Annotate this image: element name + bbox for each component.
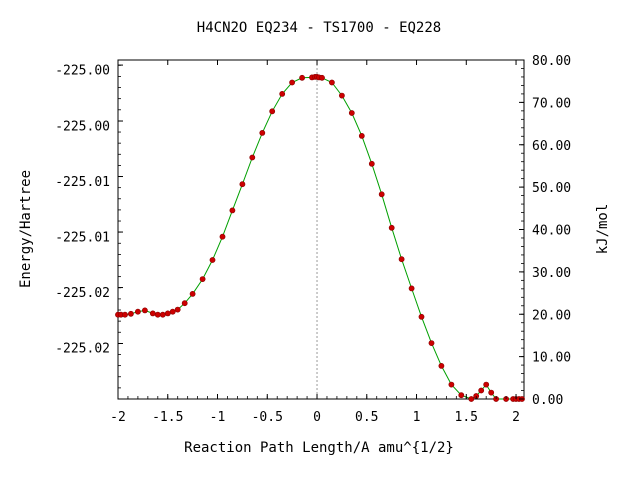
data-point (398, 256, 405, 263)
right-axis-ticks: 0.00 10.00 20.00 30.00 40.00 50.00 60.00 70.00 8… (519, 54, 571, 408)
data-point (338, 92, 345, 99)
right-tick-label: 40.00 (532, 224, 571, 239)
energy-profile (115, 74, 525, 402)
data-point (259, 129, 266, 136)
plot-frame (117, 59, 525, 400)
data-point (438, 362, 445, 369)
data-point (483, 381, 490, 388)
x-tick-label: 0 (313, 410, 321, 425)
data-point (358, 132, 365, 139)
left-axis-ticks: -225.02 -225.02 -225.01 -225.01 -225.00 -225.… (55, 64, 123, 400)
left-tick-label: -225.01 (55, 175, 110, 190)
x-tick-label: 2 (512, 410, 520, 425)
data-point (328, 79, 335, 86)
x-tick-label: -0.5 (252, 410, 283, 425)
data-point (478, 387, 485, 394)
left-axis-title: Energy/Hartree (18, 170, 34, 288)
data-point (174, 306, 181, 313)
data-point (199, 276, 206, 282)
right-tick-label: 10.00 (532, 351, 571, 366)
data-point (249, 154, 256, 161)
left-tick-label: -225.01 (55, 230, 110, 245)
right-tick-label: 50.00 (532, 181, 571, 196)
left-tick-label: -225.00 (55, 64, 110, 79)
data-point (154, 311, 161, 318)
x-tick-label: 1.5 (455, 410, 478, 425)
left-tick-label: -225.00 (55, 119, 110, 134)
data-point (378, 191, 385, 198)
data-point (279, 91, 286, 97)
data-point (159, 311, 166, 318)
data-point (219, 233, 226, 240)
data-point (149, 310, 156, 317)
data-point (141, 307, 148, 314)
data-point (319, 74, 325, 81)
data-point (388, 224, 395, 231)
right-tick-label: 70.00 (532, 96, 571, 111)
left-tick-label: -225.02 (55, 342, 110, 357)
right-axis-title: kJ/mol (595, 204, 611, 255)
data-point (418, 313, 425, 320)
x-axis-ticks: -2 -1.5 -1 -0.5 0 0.5 1 1.5 2 (110, 60, 520, 425)
right-tick-label: 80.00 (532, 54, 571, 69)
x-tick-label: -1.5 (152, 410, 183, 425)
plot-area (117, 59, 525, 400)
data-point (189, 290, 196, 297)
data-point (408, 285, 415, 292)
data-point (488, 389, 495, 396)
data-point (169, 308, 176, 315)
data-point (134, 308, 141, 315)
x-tick-label: 0.5 (355, 410, 378, 425)
right-tick-label: 0.00 (532, 393, 563, 408)
data-point (468, 396, 475, 402)
data-point (181, 300, 188, 307)
data-point (458, 392, 465, 399)
data-point (289, 79, 295, 86)
data-point (209, 257, 216, 263)
data-point (348, 110, 355, 116)
x-tick-label: 1 (413, 410, 421, 425)
right-tick-label: 20.00 (532, 308, 571, 323)
x-axis-title: Reaction Path Length/A amu^{1/2} (184, 440, 454, 456)
right-tick-label: 30.00 (532, 266, 571, 281)
data-point (127, 310, 134, 317)
x-tick-label: -2 (110, 410, 126, 425)
series-line (118, 76, 522, 400)
data-point (368, 160, 375, 167)
data-point (448, 381, 455, 388)
data-point (428, 340, 435, 346)
data-point (239, 181, 246, 188)
data-point (229, 207, 236, 214)
right-tick-label: 60.00 (532, 139, 571, 154)
data-point (164, 310, 171, 317)
x-tick-label: -1 (210, 410, 226, 425)
data-point (122, 311, 128, 318)
data-point (269, 108, 276, 115)
chart-title: H4CN2O EQ234 - TS1700 - EQ228 (197, 20, 441, 36)
left-tick-label: -225.02 (55, 286, 110, 301)
data-point (299, 74, 305, 81)
